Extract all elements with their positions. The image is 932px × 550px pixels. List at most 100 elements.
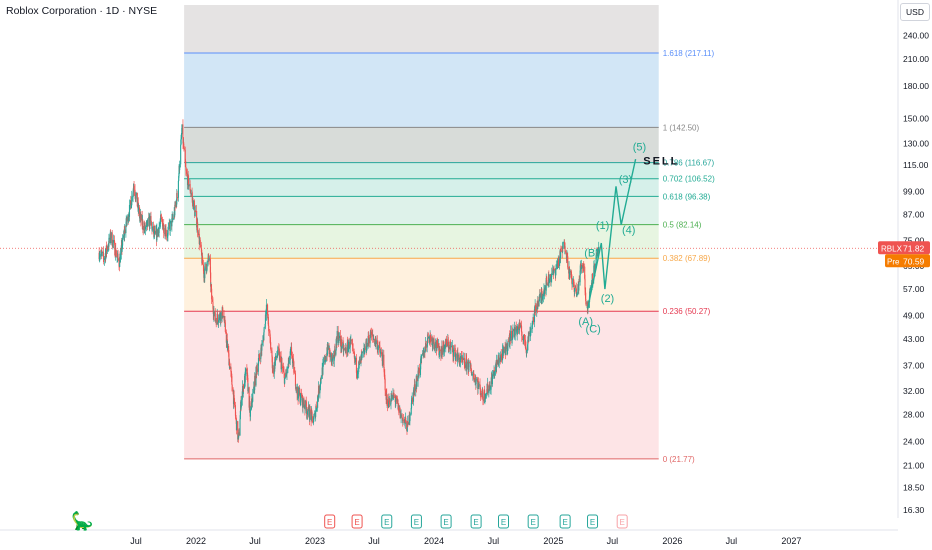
- y-tick-label: 32.00: [903, 386, 925, 396]
- earnings-marker[interactable]: [440, 514, 452, 529]
- candle-body: [325, 360, 327, 362]
- candle-body: [452, 348, 454, 356]
- candle-body: [271, 356, 273, 369]
- candle-body: [247, 387, 249, 392]
- candle-body: [494, 371, 496, 376]
- earnings-marker[interactable]: [616, 514, 628, 529]
- candle-body: [240, 399, 242, 408]
- candle-body: [515, 327, 517, 331]
- candle-body: [448, 347, 450, 350]
- earnings-marker[interactable]: [351, 514, 363, 529]
- candle-body: [222, 315, 224, 317]
- earnings-marker[interactable]: [559, 514, 571, 529]
- candle-body: [140, 214, 142, 221]
- candle-body: [279, 355, 281, 357]
- candle-body: [212, 301, 214, 309]
- candle-body: [537, 300, 539, 307]
- candle-body: [505, 343, 507, 349]
- candle-body: [182, 124, 184, 144]
- earnings-marker[interactable]: [527, 514, 539, 529]
- candle-body: [207, 258, 209, 263]
- wave-label: (1): [596, 220, 609, 232]
- candle-body: [560, 250, 562, 259]
- candle-body: [410, 399, 413, 409]
- candle-body: [436, 341, 438, 350]
- candle-body: [462, 358, 464, 360]
- candle-body: [513, 328, 515, 338]
- candle-body: [135, 192, 137, 196]
- candle-body: [410, 408, 412, 415]
- candle-body: [245, 368, 247, 372]
- candle-body: [114, 242, 116, 256]
- earnings-marker[interactable]: [587, 514, 599, 529]
- candle-body: [430, 336, 432, 342]
- candle-body: [234, 405, 237, 416]
- candle-body: [425, 344, 427, 348]
- earnings-marker[interactable]: [498, 514, 509, 529]
- candle-body: [496, 359, 498, 365]
- candle-body: [521, 335, 523, 340]
- candle-body: [526, 350, 528, 352]
- candle-body: [429, 336, 431, 343]
- candle-body: [150, 221, 152, 225]
- candle-body: [122, 237, 124, 246]
- candle-body: [210, 272, 212, 287]
- chart-title[interactable]: Roblox Corporation · 1D · NYSE: [6, 5, 158, 17]
- candle-body: [467, 361, 469, 370]
- candle-body: [264, 314, 267, 324]
- candle-body: [101, 252, 103, 254]
- candle-body: [337, 330, 339, 340]
- fib-zone-0.382: [184, 224, 659, 259]
- candle-body: [208, 258, 210, 260]
- candle-body: [416, 378, 418, 387]
- candle-body: [441, 345, 443, 355]
- candle-body: [190, 193, 192, 194]
- fib-label-1: 1 (142.50): [663, 123, 700, 132]
- earnings-marker[interactable]: [324, 514, 336, 529]
- elliott-wave-projection: [586, 158, 637, 309]
- candle-body: [532, 320, 534, 322]
- candle-body: [536, 303, 538, 308]
- candle-body: [199, 239, 201, 245]
- y-tick-label: 21.00: [903, 460, 925, 470]
- candle-body: [224, 322, 226, 332]
- candle-body: [453, 349, 455, 357]
- candle-body: [446, 342, 448, 346]
- candle-body: [511, 331, 513, 341]
- candle-body: [222, 307, 224, 317]
- candle-body: [116, 256, 118, 258]
- wave-label: (5): [633, 141, 646, 153]
- candle-body: [443, 344, 446, 352]
- currency-selector[interactable]: USD: [900, 3, 930, 21]
- candle-body: [233, 395, 235, 399]
- candle-body: [439, 349, 441, 351]
- earnings-marker[interactable]: [410, 514, 422, 529]
- candle-body: [341, 346, 343, 348]
- fib-label-0.618: 0.618 (96.38): [663, 192, 711, 201]
- fib-zone-1: [184, 53, 659, 128]
- candle-body: [332, 358, 334, 360]
- candle-body: [126, 216, 128, 221]
- candle-body: [401, 414, 403, 418]
- candle-body: [169, 222, 171, 232]
- candle-body: [580, 264, 582, 270]
- x-tick-label: Jul: [726, 536, 738, 546]
- candle-body: [310, 409, 312, 415]
- candle-body: [475, 379, 477, 381]
- candle-body: [145, 222, 147, 227]
- candle-body: [238, 432, 240, 436]
- candle-body: [469, 362, 471, 364]
- candle-body: [274, 362, 276, 369]
- candle-body: [226, 339, 228, 343]
- candle-body: [134, 196, 136, 199]
- earnings-marker[interactable]: [381, 514, 393, 529]
- earnings-marker-label: E: [414, 518, 419, 527]
- tradingview-logo-icon[interactable]: 🦕: [71, 511, 94, 532]
- earnings-marker[interactable]: [470, 514, 482, 529]
- x-tick-label: 2025: [543, 536, 563, 546]
- fib-label-0.702: 0.702 (106.52): [663, 175, 715, 184]
- candle-body: [512, 328, 514, 331]
- candle-body: [338, 335, 341, 339]
- candle-body: [512, 330, 514, 337]
